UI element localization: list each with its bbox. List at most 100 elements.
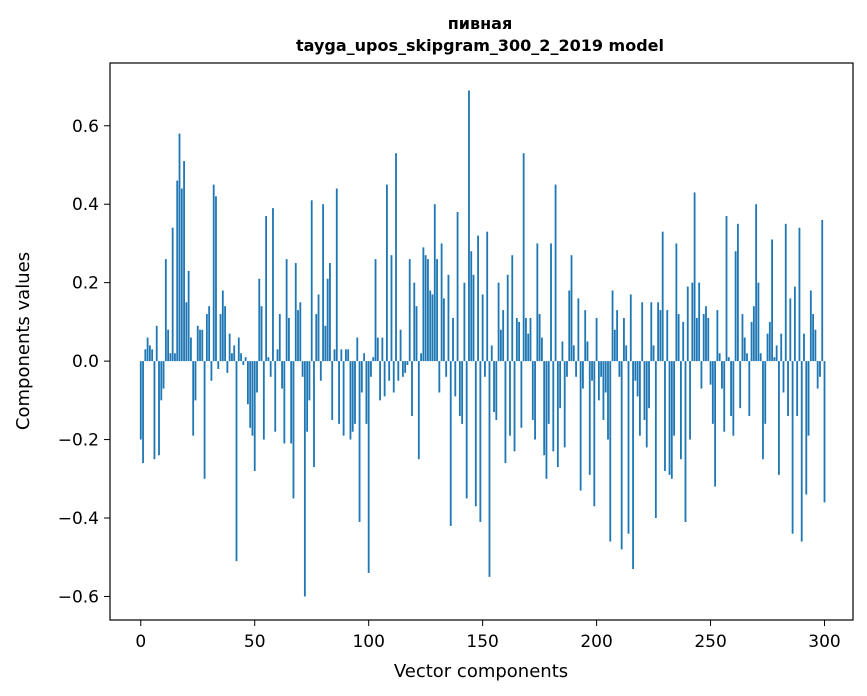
bar-20 [185,302,188,362]
y-axis-label: Components values [13,252,34,430]
bar-265 [743,337,746,362]
bar-222 [645,361,648,448]
bar-266 [746,353,748,362]
bar-3 [146,337,149,362]
chart-subtitle: tayga_upos_skipgram_300_2_2019 model [296,36,664,55]
bar-68 [294,263,297,362]
bar-167 [520,361,523,428]
bar-166 [518,321,521,362]
y-tick-label: −0.2 [58,431,99,451]
bar-75 [310,200,313,362]
bar-151 [484,361,486,377]
bar-23 [192,361,195,436]
bar-215 [629,294,632,362]
bar-54 [262,361,265,440]
bar-64 [285,259,288,362]
bar-279 [775,345,778,362]
bar-107 [383,361,386,397]
bar-228 [659,310,662,362]
bar-28 [203,361,206,479]
bar-37 [224,306,226,362]
bar-227 [657,302,660,362]
bar-39 [228,333,231,362]
bar-290 [800,361,803,542]
bar-47 [246,361,249,405]
bar-249 [707,317,710,362]
bar-246 [700,361,703,389]
bar-224 [650,302,653,362]
bar-202 [600,361,603,377]
bar-5 [151,349,154,362]
bar-34 [217,361,220,369]
bar-56 [267,357,270,362]
bar-44 [240,353,242,362]
bar-135 [447,274,450,362]
bar-31 [210,361,213,381]
bar-184 [559,361,562,409]
bar-207 [611,290,614,362]
bar-87 [338,361,340,424]
bar-195 [584,310,587,362]
bar-114 [399,329,402,362]
bar-1 [142,361,144,464]
bar-156 [495,361,498,420]
bar-205 [607,361,609,440]
bar-99 [365,361,368,424]
x-tick-label: 200 [580,632,612,652]
bar-289 [798,227,801,362]
bar-142 [463,282,466,362]
bar-149 [479,361,482,522]
bar-243 [693,192,696,362]
bar-89 [342,361,345,436]
bar-61 [278,314,281,362]
bar-78 [317,294,320,362]
bar-52 [258,278,261,362]
bar-57 [269,361,272,377]
bar-220 [641,302,644,362]
bar-147 [474,361,477,507]
bar-13 [169,353,172,362]
bar-176 [540,337,543,362]
bar-235 [675,243,678,362]
bar-245 [698,282,701,362]
bar-70 [299,302,302,362]
x-axis-ticks: 0 50 100 150 200 250 300 [135,620,841,652]
bar-182 [554,184,557,362]
bar-48 [249,361,252,428]
bar-260 [732,361,735,436]
bar-146 [472,274,475,362]
bar-185 [561,341,564,362]
bar-284 [787,361,789,417]
bar-113 [397,361,400,381]
bar-123 [420,353,423,362]
bar-116 [404,361,407,373]
bar-160 [504,361,507,464]
bar-274 [764,361,767,424]
bar-88 [340,349,343,362]
bar-100 [367,361,370,573]
y-tick-label: 0.6 [72,117,99,137]
bar-11 [164,259,167,362]
bar-298 [819,361,821,377]
bar-10 [162,361,165,389]
bar-196 [586,341,589,362]
bar-263 [739,361,742,409]
bar-29 [205,314,208,362]
bar-191 [575,361,577,377]
bar-51 [256,361,258,393]
bar-219 [638,361,641,436]
bar-9 [160,361,163,401]
bar-26 [199,329,201,362]
x-tick-label: 50 [244,632,266,652]
bar-66 [290,361,293,444]
bar-256 [723,361,726,432]
bar-253 [716,310,719,362]
bar-175 [538,314,541,362]
bar-32 [212,184,215,362]
bar-38 [226,361,229,373]
bar-25 [196,325,199,362]
bar-190 [572,345,575,362]
bar-270 [755,204,758,362]
bar-251 [711,361,714,424]
